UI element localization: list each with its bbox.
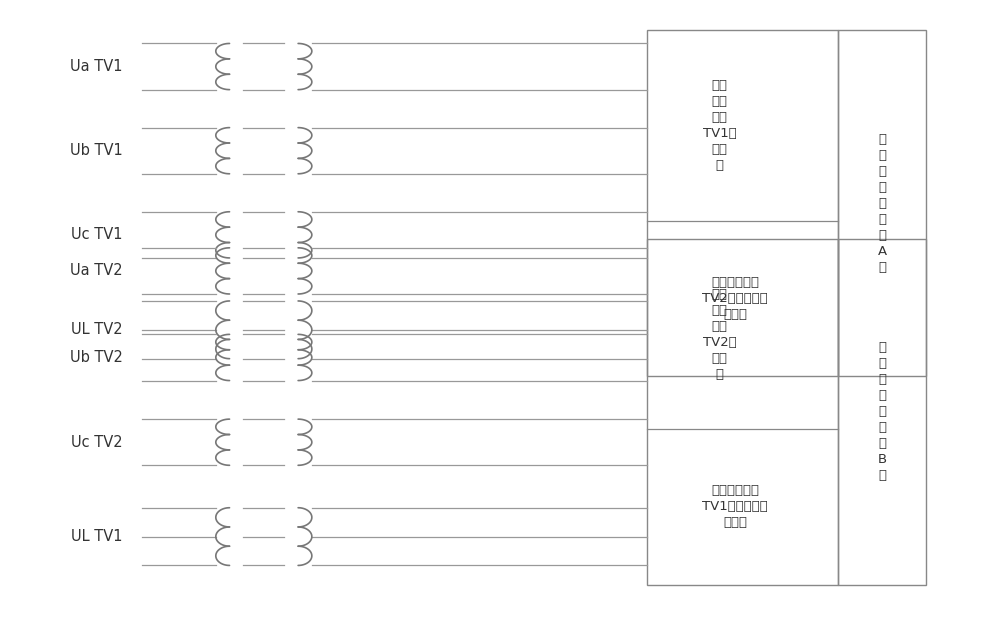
Bar: [838, 239, 926, 585]
Bar: [647, 30, 838, 376]
Text: 变压
器低
压侧
TV2三
相电
压: 变压 器低 压侧 TV2三 相电 压: [703, 288, 736, 381]
Text: UL TV2: UL TV2: [71, 322, 123, 337]
Text: 变
压
器
保
护
装
置
A
套: 变 压 器 保 护 装 置 A 套: [878, 133, 887, 274]
Bar: [838, 30, 926, 376]
Text: 变压器低压侧
TV2开口三角零
序电压: 变压器低压侧 TV2开口三角零 序电压: [702, 276, 768, 321]
Text: 变
压
器
保
护
装
置
B
套: 变 压 器 保 护 装 置 B 套: [878, 341, 887, 482]
Text: Uc TV1: Uc TV1: [71, 227, 123, 242]
Text: 变压器低压侧
TV1开口三角零
序电压: 变压器低压侧 TV1开口三角零 序电压: [702, 484, 768, 529]
Text: Ua TV2: Ua TV2: [70, 263, 123, 278]
Text: UL TV1: UL TV1: [71, 529, 123, 544]
Bar: [647, 239, 838, 585]
Text: Ub TV1: Ub TV1: [70, 143, 123, 158]
Text: 变压
器低
压侧
TV1三
相电
压: 变压 器低 压侧 TV1三 相电 压: [703, 79, 736, 172]
Text: Ub TV2: Ub TV2: [70, 350, 123, 365]
Text: Uc TV2: Uc TV2: [71, 435, 123, 450]
Text: Ua TV1: Ua TV1: [70, 59, 123, 74]
